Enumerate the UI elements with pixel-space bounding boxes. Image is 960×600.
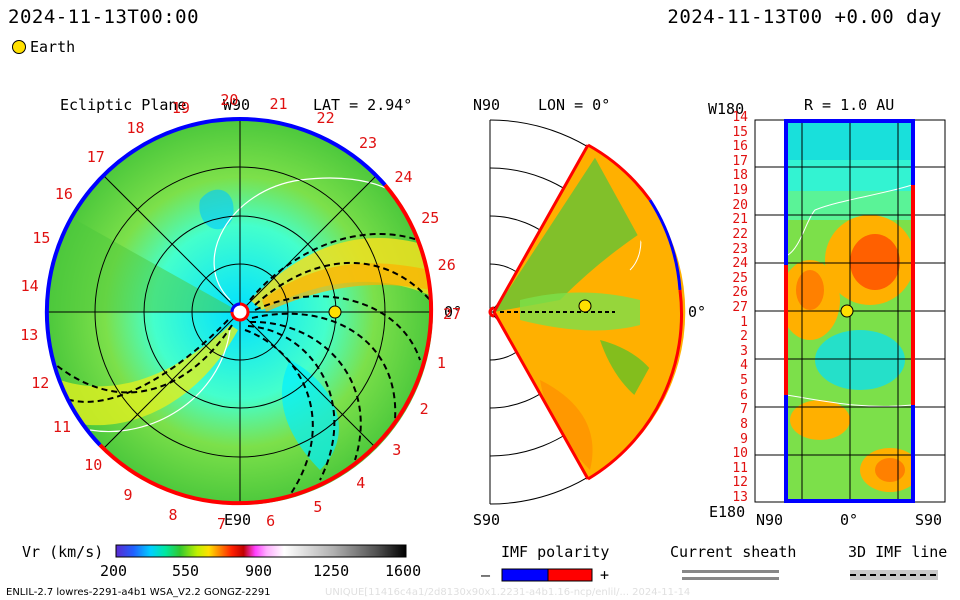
ecliptic-title: Ecliptic Plane	[60, 96, 187, 114]
ecliptic-tick-25: 25	[421, 209, 440, 228]
map-row-26: 26	[732, 285, 748, 301]
ecliptic-tick-8: 8	[168, 505, 178, 524]
ecliptic-right-label: 0°	[444, 303, 463, 321]
map-bottom-s90: S90	[915, 511, 943, 529]
earth-legend-label: Earth	[30, 38, 76, 56]
map-row-15: 15	[732, 124, 748, 140]
ecliptic-tick-27: 27	[442, 304, 462, 323]
ecliptic-tick-14: 14	[20, 276, 39, 295]
radial-map-plot	[754, 119, 946, 503]
meridional-lon-label: LON = 0°	[538, 96, 611, 114]
footer-right: UNIQUE[11416c4a1/2d8130x90x1.2231-a4b1.1…	[325, 587, 691, 598]
ecliptic-tick-24: 24	[394, 168, 413, 187]
ecliptic-lat-label: LAT = 2.94°	[313, 96, 413, 114]
map-row-5: 5	[740, 373, 748, 389]
ecliptic-tick-18: 18	[126, 118, 145, 137]
ecliptic-tick-23: 23	[358, 133, 378, 152]
ecliptic-tick-4: 4	[356, 474, 366, 493]
ecliptic-tick-21: 21	[269, 94, 288, 113]
ecliptic-tick-17: 17	[86, 147, 105, 166]
map-row-2: 2	[740, 329, 748, 345]
map-bottom-left-label: E180	[709, 503, 746, 521]
ecliptic-bottom-label: E90	[224, 511, 252, 529]
ecliptic-tick-13: 13	[20, 325, 39, 344]
ecliptic-tick-19: 19	[171, 99, 190, 118]
ecliptic-tick-6: 6	[266, 512, 276, 531]
map-top-left-label: W180	[708, 100, 745, 118]
imf-3d-label: 3D IMF line	[848, 543, 948, 561]
footer-left: ENLIL-2.7 lowres-2291-a4b1 WSA_V2.2 GONG…	[6, 587, 271, 598]
map-row-18: 18	[732, 168, 748, 184]
ecliptic-tick-3: 3	[392, 440, 402, 459]
colorbar-tick-550: 550	[172, 562, 200, 580]
ecliptic-tick-5: 5	[313, 498, 323, 517]
meridional-bottom-label: S90	[473, 511, 501, 529]
ecliptic-tick-15: 15	[32, 228, 51, 247]
meridional-plot	[488, 119, 686, 505]
map-row-22: 22	[732, 226, 748, 242]
earth-marker-icon	[12, 40, 26, 54]
map-row-17: 17	[732, 153, 748, 169]
map-row-6: 6	[740, 387, 748, 403]
current-sheath-label: Current sheath	[670, 543, 797, 561]
imf-minus-label: –	[481, 566, 491, 584]
ecliptic-tick-20: 20	[220, 91, 239, 110]
ecliptic-tick-11: 11	[52, 418, 71, 437]
colorbar-tick-1600: 1600	[385, 562, 422, 580]
ecliptic-tick-2: 2	[419, 399, 429, 418]
imf-polarity-label: IMF polarity	[501, 543, 610, 561]
map-row-8: 8	[740, 416, 748, 432]
ecliptic-plane-plot	[44, 117, 434, 506]
colorbar-tick-1250: 1250	[313, 562, 350, 580]
meridional-right-label: 0°	[688, 303, 707, 321]
map-row-12: 12	[732, 475, 748, 491]
imf-plus-label: +	[600, 566, 610, 584]
map-row-14: 14	[732, 110, 748, 125]
map-bottom-n90: N90	[756, 511, 784, 529]
map-row-4: 4	[740, 358, 748, 374]
map-row-23: 23	[732, 241, 748, 257]
ecliptic-tick-12: 12	[31, 373, 50, 392]
colorbar-tick-900: 900	[245, 562, 273, 580]
ecliptic-tick-16: 16	[54, 185, 73, 204]
map-title: R = 1.0 AU	[804, 96, 895, 114]
map-row-16: 16	[732, 139, 748, 155]
map-row-21: 21	[732, 212, 748, 228]
left-timestamp: 2024-11-13T00:00	[8, 6, 200, 28]
ecliptic-tick-10: 10	[84, 456, 103, 474]
ecliptic-tick-1: 1	[436, 353, 446, 372]
ecliptic-tick-22: 22	[316, 109, 335, 128]
right-timestamp: 2024-11-13T00 +0.00 day	[667, 6, 942, 28]
map-row-9: 9	[740, 431, 748, 447]
map-row-3: 3	[740, 343, 748, 359]
map-row-20: 20	[732, 197, 748, 213]
ecliptic-tick-9: 9	[123, 485, 133, 504]
map-row-19: 19	[732, 183, 748, 199]
map-row-24: 24	[732, 256, 748, 272]
map-bottom-0: 0°	[840, 511, 859, 529]
map-row-7: 7	[740, 402, 748, 418]
map-row-13: 13	[732, 490, 748, 505]
map-row-11: 11	[732, 460, 748, 476]
colorbar-tick-200: 200	[100, 562, 128, 580]
map-row-25: 25	[732, 270, 748, 286]
map-row-1: 1	[740, 314, 748, 330]
ecliptic-top-label: W90	[223, 96, 251, 114]
map-row-10: 10	[732, 446, 748, 462]
ecliptic-tick-7: 7	[216, 514, 226, 533]
meridional-top-label: N90	[473, 96, 501, 114]
colorbar-gradient	[115, 544, 407, 558]
map-row-27: 27	[732, 300, 748, 315]
colorbar-label: Vr (km/s)	[22, 543, 104, 561]
ecliptic-tick-26: 26	[437, 255, 456, 274]
